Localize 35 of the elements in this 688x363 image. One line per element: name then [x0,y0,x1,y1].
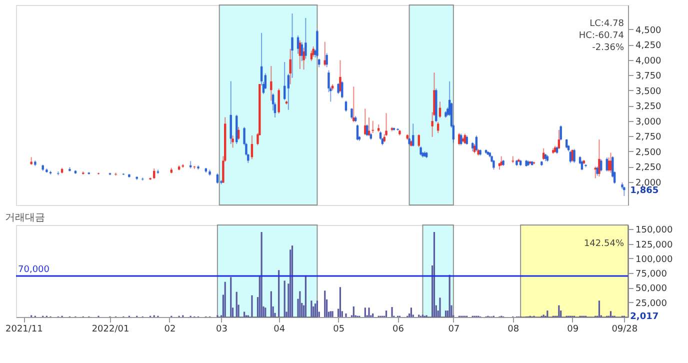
x-tick-label: 05 [333,324,345,334]
y-tick-label: 4,500 [636,26,662,36]
annotation: 142.54% [584,239,624,249]
ref-line-label: 70,000 [18,264,50,275]
y-tick-label: 3,750 [636,72,662,82]
y-tick-label: 25,000 [636,298,668,309]
x-tick-label: 07 [448,324,460,334]
y-tick-label: 100,000 [636,254,673,265]
y-tick-label: 3,250 [636,102,662,112]
chart-title: 거래대금 [4,212,45,224]
y-tick-label: 2,250 [636,163,662,174]
annotation: LC:4.78 [590,19,624,29]
annotation: -2.36% [592,43,624,53]
annotation: 1,865 [630,186,659,196]
annotation: HC:-60.74 [578,31,624,41]
y-tick-label: 2,500 [636,148,662,158]
x-tick-label: 03 [216,324,228,334]
x-tick-label: 2021/11 [5,324,43,334]
x-tick-label: 09 [567,324,579,334]
x-tick-label: 09/28 [612,324,638,334]
x-tick-label: 06 [392,324,404,334]
y-tick-label: 3,000 [636,117,662,128]
y-tick-label: 125,000 [636,240,673,250]
y-tick-label: 150,000 [636,226,673,236]
y-tick-label: 4,250 [636,41,662,52]
y-tick-label: 4,000 [636,56,662,66]
x-tick-label: 08 [508,324,520,334]
y-tick-label: 75,000 [636,270,668,280]
x-tick-label: 04 [274,324,286,334]
annotation: 2,017 [630,312,659,322]
y-tick-label: 50,000 [636,284,668,294]
y-tick-label: 3,500 [636,86,662,97]
y-tick-label: 2,750 [636,132,662,143]
x-tick-label: 2022/01 [92,324,130,334]
x-tick-label: 02 [164,324,176,334]
